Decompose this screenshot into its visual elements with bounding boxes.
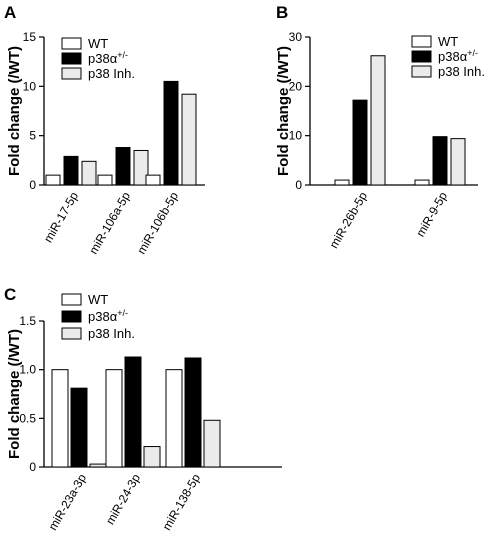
y-tick-label: 10 — [289, 129, 303, 143]
legend-label: p38 Inh. — [88, 66, 135, 81]
bar-wt — [334, 179, 350, 186]
category-label: miR-26b-5p — [327, 189, 371, 251]
bar-p38-inh — [203, 419, 221, 468]
legend-label: WT — [88, 292, 108, 307]
y-tick-label: 30 — [289, 30, 303, 44]
y-tick-label: 0 — [295, 178, 302, 192]
bar-p38a — [115, 147, 131, 186]
panel-letter: A — [4, 3, 16, 22]
panel-B: B 0 10 20 30 Fold change (/WT) miR-26b-5p miR-9… — [275, 3, 485, 251]
y-axis-label: Fold change (/WT) — [275, 46, 292, 176]
panel-letter: C — [4, 285, 16, 304]
y-axis-label: Fold change (/WT) — [6, 329, 23, 459]
legend-swatch — [61, 37, 82, 50]
legend-swatch — [411, 65, 432, 78]
bar-p38a — [70, 387, 88, 468]
y-axis-label: Fold change (/WT) — [6, 46, 23, 176]
bar-p38a — [124, 356, 142, 468]
bar-p38-inh — [181, 93, 197, 186]
y-tick-label: 0 — [29, 178, 36, 192]
legend-label: WT — [438, 34, 458, 49]
bar-wt — [105, 369, 123, 468]
legend-swatch — [61, 293, 82, 306]
bar-p38a — [184, 357, 202, 468]
legend-label: p38α+/- — [438, 48, 478, 64]
bar-p38-inh — [370, 55, 386, 186]
y-tick-label: 1.0 — [19, 363, 36, 377]
category-label: miR-138-5p — [160, 471, 204, 533]
category-label: miR-9-5p — [413, 189, 450, 239]
legend-swatch — [61, 310, 82, 323]
category-label: miR-106b-5p — [134, 189, 181, 256]
bar-p38-inh — [450, 138, 466, 186]
legend-label: p38 Inh. — [438, 64, 485, 79]
bar-wt — [414, 179, 430, 186]
legend-label: p38α+/- — [88, 50, 128, 66]
y-tick-label: 10 — [23, 79, 37, 93]
bar-wt — [145, 174, 161, 186]
bar-p38a — [352, 99, 368, 186]
legend-label: WT — [88, 36, 108, 51]
category-label: miR-17-5p — [41, 189, 81, 245]
y-tick-label: 0.5 — [19, 411, 36, 425]
y-tick-label: 15 — [23, 30, 37, 44]
bar-p38a — [432, 136, 448, 186]
bar-p38-inh — [89, 463, 107, 468]
bar-p38a — [163, 80, 179, 186]
category-label: miR-23a-3p — [46, 471, 90, 533]
bar-p38a — [63, 155, 79, 186]
bar-wt — [45, 174, 61, 186]
y-tick-label: 20 — [289, 79, 303, 93]
legend-swatch — [411, 35, 432, 48]
legend-swatch — [61, 52, 82, 65]
y-tick-label: 0 — [29, 460, 36, 474]
legend-swatch — [61, 327, 82, 340]
bar-wt — [165, 369, 183, 468]
legend-label: p38 Inh. — [88, 326, 135, 341]
legend-swatch — [61, 67, 82, 80]
legend-swatch — [411, 50, 432, 63]
category-label: miR-24-3p — [103, 471, 143, 527]
category-label: miR-106a-5p — [86, 189, 133, 256]
legend-label: p38α+/- — [88, 308, 128, 324]
y-tick-label: 1.5 — [19, 314, 36, 328]
bar-p38-inh — [143, 446, 161, 468]
bar-wt — [51, 369, 69, 468]
bar-p38-inh — [81, 160, 97, 186]
panel-letter: B — [276, 3, 288, 22]
bar-p38-inh — [133, 149, 149, 186]
bar-wt — [97, 174, 113, 186]
y-tick-label: 5 — [29, 129, 36, 143]
